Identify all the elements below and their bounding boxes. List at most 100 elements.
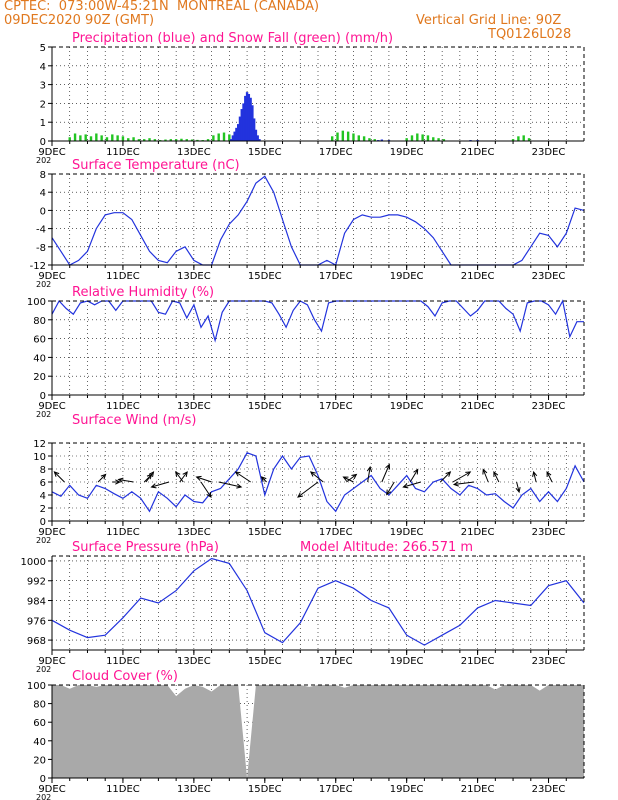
wind-arrow: [482, 469, 489, 483]
snowfall-bar: [410, 135, 414, 141]
wind-arrow-head: [206, 491, 212, 498]
x-tick-label: 13DEC: [177, 527, 211, 538]
precip-bar: [229, 139, 233, 141]
y-tick-label: 40: [33, 737, 46, 748]
x-tick-label: 11DEC: [106, 527, 140, 538]
wind-arrow: [145, 471, 154, 483]
y-tick-label: 60: [33, 335, 46, 346]
x-tick-label: 9DEC: [38, 271, 65, 282]
snowfall-bar: [196, 139, 199, 141]
x-year-label: 202: [36, 793, 51, 800]
snowfall-bar: [362, 136, 366, 141]
y-tick-label: 80: [33, 700, 46, 711]
snowfall-bar: [442, 139, 446, 141]
x-tick-label: 21DEC: [461, 271, 495, 282]
snowfall-bar: [426, 135, 430, 141]
y-tick-label: 100: [27, 297, 46, 308]
precip-bar: [240, 109, 243, 141]
y-tick-label: 20: [33, 372, 46, 383]
snowfall-bar: [137, 139, 141, 141]
snowfall-bar: [341, 130, 345, 141]
x-tick-label: 23DEC: [532, 401, 566, 412]
grid-note: Vertical Grid Line: 90Z: [416, 13, 562, 28]
precip-bar: [249, 97, 252, 141]
panel-title: Surface Wind (m/s): [72, 413, 196, 428]
snowfall-bar: [79, 135, 82, 141]
snowfall-bar: [336, 132, 339, 141]
y-tick-label: 100: [27, 681, 46, 692]
wind-arrow: [546, 471, 553, 483]
wind-arrow: [381, 464, 390, 483]
model-altitude: Model Altitude: 266.571 m: [300, 540, 473, 555]
wind-arrow-head: [117, 477, 124, 483]
precip-bar: [258, 139, 261, 141]
snowfall-bar: [164, 139, 167, 141]
x-tick-label: 15DEC: [248, 784, 282, 795]
wind-arrow-head: [546, 470, 552, 478]
x-tick-label: 17DEC: [319, 271, 353, 282]
wind-arrow: [533, 471, 537, 483]
y-tick-label: 2: [40, 99, 46, 110]
x-tick-label: 11DEC: [106, 401, 140, 412]
snowfall-bar: [373, 139, 376, 141]
x-tick-label: 15DEC: [248, 147, 282, 158]
wind-arrow: [54, 471, 65, 483]
snowfall-bar: [95, 133, 98, 141]
x-tick-label: 11DEC: [106, 271, 140, 282]
wind-arrow-head: [385, 463, 391, 470]
x-tick-label: 23DEC: [532, 527, 566, 538]
x-tick-label: 17DEC: [319, 656, 353, 667]
snowfall-bar: [421, 134, 424, 141]
y-tick-label: 968: [27, 636, 46, 647]
x-tick-label: 23DEC: [532, 784, 566, 795]
wind-arrow: [297, 481, 319, 498]
x-tick-label: 11DEC: [106, 147, 140, 158]
series-line: [51, 299, 584, 343]
wind-arrow: [367, 466, 371, 483]
precip-bar: [233, 131, 236, 141]
snowfall-bar: [185, 139, 188, 141]
snowfall-bar: [357, 135, 360, 141]
x-tick-label: 9DEC: [38, 147, 65, 158]
snowfall-bar: [330, 136, 334, 141]
y-tick-label: 40: [33, 353, 46, 364]
y-tick-label: 3: [40, 81, 46, 92]
precip-bar: [245, 92, 249, 141]
snowfall-bar: [511, 139, 515, 141]
snowfall-bar: [116, 135, 119, 141]
y-tick-label: 8: [40, 465, 46, 476]
snowfall-bar: [432, 137, 435, 141]
snowfall-bar: [217, 133, 220, 141]
panel-title: Surface Pressure (hPa): [72, 540, 219, 555]
snowfall-bar: [127, 138, 130, 141]
precip-bar: [256, 135, 259, 141]
y-tick-label: 4: [40, 188, 46, 199]
x-tick-label: 17DEC: [319, 401, 353, 412]
wind-arrow: [175, 471, 184, 483]
wind-arrow-head: [515, 487, 521, 494]
x-tick-label: 9DEC: [38, 784, 65, 795]
snowfall-bar: [180, 138, 183, 141]
wind-arrow-head: [297, 492, 304, 498]
precip-bar: [231, 135, 235, 141]
wind-arrow-head: [413, 468, 419, 475]
wind-arrow-head: [493, 470, 499, 478]
snowfall-bar: [169, 139, 173, 141]
snowfall-bar: [190, 139, 194, 141]
wind-arrow-head: [148, 471, 155, 478]
wind-arrow: [97, 474, 106, 483]
x-tick-label: 19DEC: [390, 271, 424, 282]
wind-arrow: [310, 471, 324, 483]
location-title: CPTEC: 073:00W-45:21N MONTREAL (CANADA): [4, 0, 320, 14]
snowfall-bar: [522, 135, 525, 141]
y-tick-label: 5: [40, 43, 46, 54]
y-tick-label: 10: [33, 452, 46, 463]
x-tick-label: 15DEC: [248, 401, 282, 412]
wind-arrow: [386, 481, 395, 495]
snowfall-bar: [68, 137, 71, 141]
y-tick-label: 80: [33, 316, 46, 327]
y-tick-label: 6: [40, 478, 46, 489]
wind-arrow-head: [115, 479, 121, 485]
snowfall-bar: [527, 138, 531, 141]
wind-arrow-head: [386, 489, 392, 496]
